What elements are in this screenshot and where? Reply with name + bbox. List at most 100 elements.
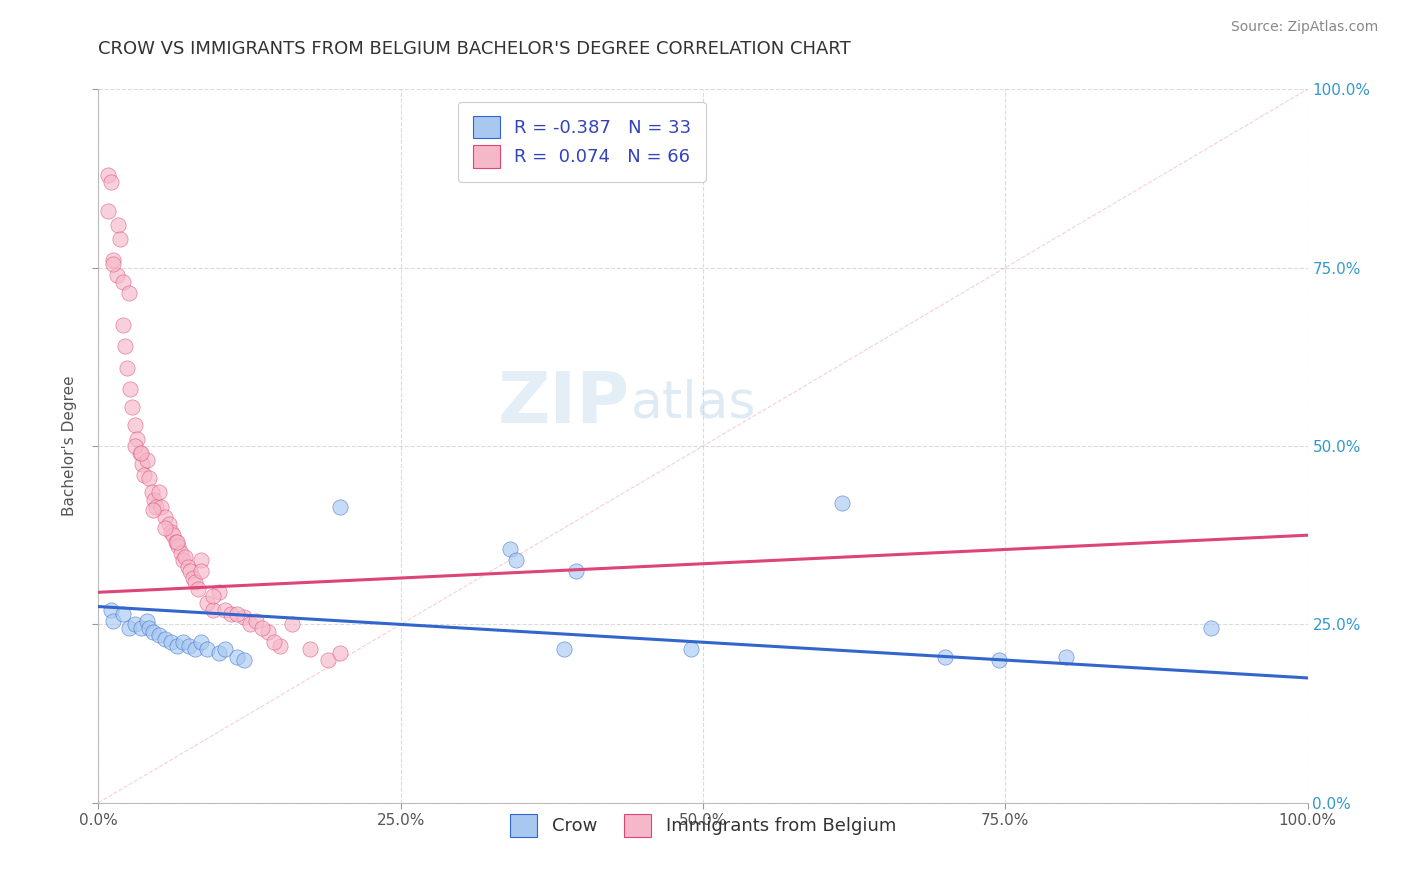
Point [166,535,188,549]
Point [117,360,139,375]
Point [179,639,201,653]
Point [160,524,183,539]
Point [108,232,131,246]
Point [131,457,153,471]
Point [127,432,149,446]
Point [226,607,249,621]
Point [505,553,527,567]
Point [100,175,122,189]
Point [129,446,152,460]
Point [118,285,141,300]
Point [184,642,207,657]
Point [1199,621,1222,635]
Y-axis label: Bachelor's Degree: Bachelor's Degree [62,376,77,516]
Point [498,542,520,557]
Point [101,614,124,628]
Point [190,553,212,567]
Point [142,624,165,639]
Point [118,621,141,635]
Point [111,607,134,621]
Point [167,539,190,553]
Point [553,642,575,657]
Point [138,621,160,635]
Point [187,582,209,596]
Point [565,564,588,578]
Point [179,564,201,578]
Point [269,639,291,653]
Point [232,610,254,624]
Point [124,617,146,632]
Point [105,268,128,282]
Point [153,521,176,535]
Point [157,517,180,532]
Point [299,642,322,657]
Point [195,642,218,657]
Point [679,642,702,657]
Point [101,257,124,271]
Point [124,417,146,432]
Point [162,528,184,542]
Point [281,617,304,632]
Legend: Crow, Immigrants from Belgium: Crow, Immigrants from Belgium [503,807,903,844]
Point [114,339,136,353]
Point [153,510,176,524]
Point [934,649,956,664]
Point [190,635,212,649]
Point [145,500,167,514]
Point [118,382,141,396]
Text: Source: ZipAtlas.com: Source: ZipAtlas.com [1230,20,1378,34]
Point [107,218,129,232]
Point [135,614,157,628]
Point [97,203,120,218]
Point [202,589,225,603]
Point [134,467,156,482]
Point [172,553,194,567]
Point [177,560,200,574]
Point [263,635,285,649]
Point [100,603,122,617]
Point [166,639,188,653]
Point [208,585,231,599]
Point [169,546,191,560]
Point [148,485,170,500]
Point [138,471,160,485]
Point [988,653,1011,667]
Point [153,632,176,646]
Point [141,485,163,500]
Point [181,571,204,585]
Point [190,564,212,578]
Point [239,617,262,632]
Point [124,439,146,453]
Point [831,496,853,510]
Point [172,635,194,649]
Point [256,624,278,639]
Point [143,492,166,507]
Point [174,549,197,564]
Point [1054,649,1077,664]
Point [214,642,236,657]
Point [195,596,218,610]
Point [121,400,143,414]
Point [184,574,207,589]
Point [250,621,273,635]
Text: atlas: atlas [630,378,756,428]
Point [111,275,134,289]
Point [208,646,231,660]
Point [142,503,165,517]
Point [101,253,124,268]
Point [160,635,183,649]
Point [128,446,150,460]
Point [221,607,243,621]
Point [97,168,120,182]
Point [226,649,249,664]
Point [150,500,173,514]
Point [245,614,267,628]
Point [329,500,352,514]
Point [165,535,187,549]
Point [232,653,254,667]
Point [111,318,134,332]
Point [316,653,339,667]
Point [329,646,352,660]
Point [214,603,236,617]
Point [135,453,157,467]
